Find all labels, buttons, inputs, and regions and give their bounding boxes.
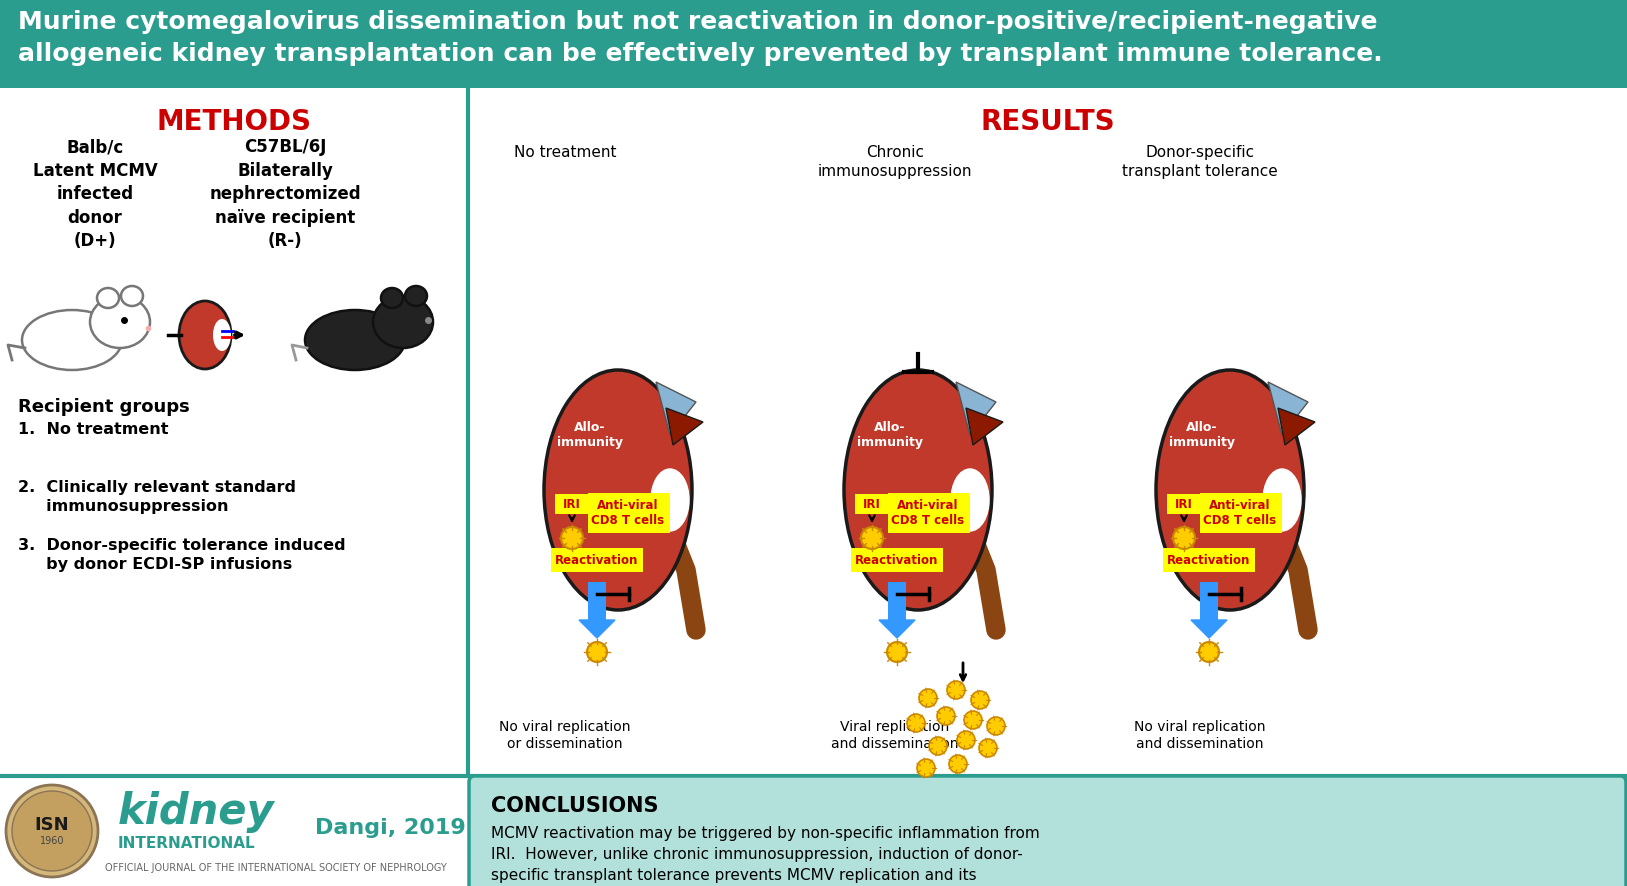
Polygon shape — [1191, 620, 1227, 638]
Circle shape — [957, 731, 975, 749]
FancyBboxPatch shape — [587, 493, 670, 533]
Ellipse shape — [381, 288, 403, 308]
Text: Anti-viral
CD8 T cells: Anti-viral CD8 T cells — [592, 499, 664, 527]
Circle shape — [7, 785, 98, 877]
FancyBboxPatch shape — [555, 494, 589, 514]
Text: 3.  Donor-specific tolerance induced
     by donor ECDI-SP infusions: 3. Donor-specific tolerance induced by d… — [18, 538, 345, 572]
Text: Reactivation: Reactivation — [555, 554, 639, 566]
Circle shape — [1173, 527, 1194, 549]
Circle shape — [11, 791, 93, 871]
Circle shape — [947, 681, 965, 699]
Text: OFFICIAL JOURNAL OF THE INTERNATIONAL SOCIETY OF NEPHROLOGY: OFFICIAL JOURNAL OF THE INTERNATIONAL SO… — [106, 863, 447, 873]
Text: 1.  No treatment: 1. No treatment — [18, 422, 169, 437]
Ellipse shape — [651, 469, 688, 531]
Circle shape — [1199, 642, 1219, 662]
Circle shape — [887, 642, 906, 662]
Text: CONCLUSIONS: CONCLUSIONS — [491, 796, 659, 816]
Text: MCMV reactivation may be triggered by non-specific inflammation from
IRI.  Howev: MCMV reactivation may be triggered by no… — [491, 826, 1040, 886]
Circle shape — [918, 759, 936, 777]
Text: Murine cytomegalovirus dissemination but not reactivation in donor-positive/reci: Murine cytomegalovirus dissemination but… — [18, 10, 1383, 66]
Text: Allo-
immunity: Allo- immunity — [556, 421, 623, 449]
Circle shape — [906, 714, 926, 732]
Text: Donor-specific
transplant tolerance: Donor-specific transplant tolerance — [1123, 145, 1277, 179]
Polygon shape — [665, 408, 703, 445]
Text: Reactivation: Reactivation — [1167, 554, 1251, 566]
Ellipse shape — [543, 370, 691, 610]
Text: INTERNATIONAL: INTERNATIONAL — [119, 835, 255, 851]
Text: Balb/c
Latent MCMV
infected
donor
(D+): Balb/c Latent MCMV infected donor (D+) — [33, 138, 158, 251]
Circle shape — [561, 527, 582, 549]
FancyBboxPatch shape — [469, 776, 1625, 886]
Ellipse shape — [179, 301, 231, 369]
FancyBboxPatch shape — [552, 548, 643, 572]
Text: 2.  Clinically relevant standard
     immunosuppression: 2. Clinically relevant standard immunosu… — [18, 480, 296, 514]
Text: kidney: kidney — [119, 791, 275, 833]
Polygon shape — [579, 620, 615, 638]
FancyBboxPatch shape — [851, 548, 944, 572]
Text: Viral replication
and dissemination: Viral replication and dissemination — [831, 720, 958, 751]
Circle shape — [988, 717, 1005, 735]
Ellipse shape — [213, 319, 231, 351]
Text: METHODS: METHODS — [156, 108, 311, 136]
Ellipse shape — [844, 370, 992, 610]
Polygon shape — [656, 382, 696, 435]
FancyBboxPatch shape — [0, 0, 1627, 88]
Polygon shape — [879, 620, 914, 638]
Ellipse shape — [952, 469, 989, 531]
Polygon shape — [957, 382, 996, 435]
Circle shape — [949, 755, 966, 773]
Text: No treatment: No treatment — [514, 145, 617, 160]
FancyBboxPatch shape — [888, 582, 906, 620]
Text: RESULTS: RESULTS — [979, 108, 1114, 136]
Polygon shape — [966, 408, 1002, 445]
Polygon shape — [1277, 408, 1315, 445]
Text: ISN: ISN — [34, 816, 70, 834]
FancyBboxPatch shape — [1201, 582, 1219, 620]
Circle shape — [587, 642, 607, 662]
FancyBboxPatch shape — [587, 582, 605, 620]
FancyBboxPatch shape — [1163, 548, 1254, 572]
Circle shape — [965, 711, 983, 729]
Ellipse shape — [23, 310, 122, 370]
Polygon shape — [1267, 382, 1308, 435]
Text: 1960: 1960 — [39, 836, 63, 846]
Circle shape — [937, 707, 955, 725]
Circle shape — [861, 527, 883, 549]
Text: Allo-
immunity: Allo- immunity — [857, 421, 923, 449]
Ellipse shape — [373, 296, 433, 348]
Ellipse shape — [304, 310, 405, 370]
FancyBboxPatch shape — [888, 493, 970, 533]
Text: IRI: IRI — [563, 498, 581, 510]
Text: IRI: IRI — [862, 498, 880, 510]
Ellipse shape — [405, 286, 426, 306]
Text: No viral replication
and dissemination: No viral replication and dissemination — [1134, 720, 1266, 751]
Text: Dangi, 2019: Dangi, 2019 — [314, 818, 465, 838]
Ellipse shape — [1263, 469, 1302, 531]
Text: IRI: IRI — [1175, 498, 1193, 510]
Circle shape — [929, 737, 947, 755]
Circle shape — [971, 691, 989, 709]
Text: Allo-
immunity: Allo- immunity — [1170, 421, 1235, 449]
Text: C57BL/6J
Bilaterally
nephrectomized
naïve recipient
(R-): C57BL/6J Bilaterally nephrectomized naïv… — [210, 138, 361, 251]
Text: Anti-viral
CD8 T cells: Anti-viral CD8 T cells — [892, 499, 965, 527]
Ellipse shape — [98, 288, 119, 308]
FancyBboxPatch shape — [1201, 493, 1282, 533]
Text: Chronic
immunosuppression: Chronic immunosuppression — [818, 145, 973, 179]
Circle shape — [979, 739, 997, 757]
Circle shape — [919, 689, 937, 707]
Ellipse shape — [1157, 370, 1303, 610]
FancyBboxPatch shape — [1167, 494, 1201, 514]
Text: No viral replication
or dissemination: No viral replication or dissemination — [499, 720, 631, 751]
Ellipse shape — [89, 296, 150, 348]
FancyBboxPatch shape — [856, 494, 888, 514]
Text: Reactivation: Reactivation — [856, 554, 939, 566]
Ellipse shape — [120, 286, 143, 306]
Text: Recipient groups: Recipient groups — [18, 398, 190, 416]
Text: Anti-viral
CD8 T cells: Anti-viral CD8 T cells — [1204, 499, 1277, 527]
